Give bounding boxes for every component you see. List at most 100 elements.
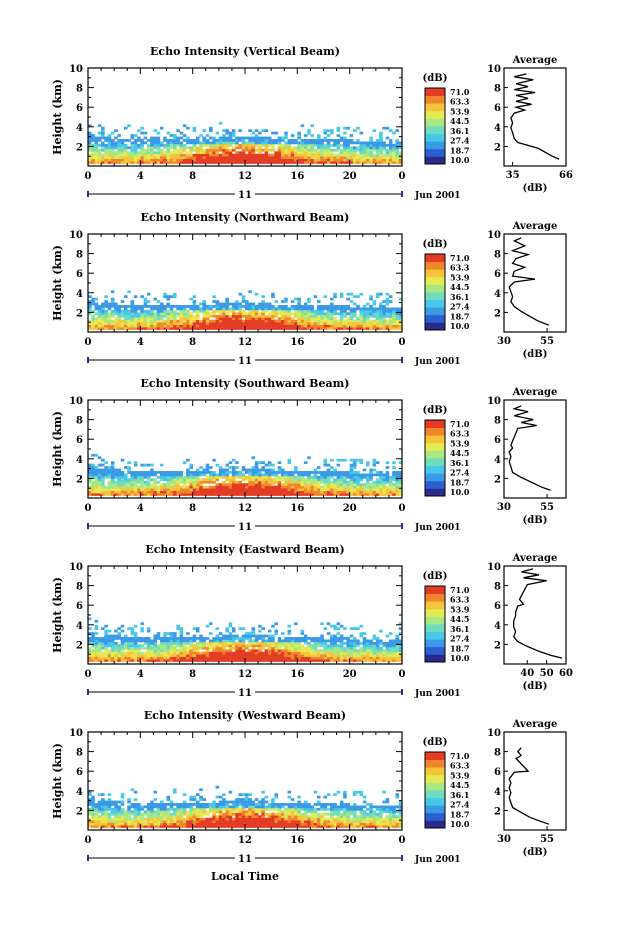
heatmap-cell bbox=[130, 639, 135, 643]
heatmap-cell bbox=[326, 651, 331, 655]
heatmap-cell bbox=[369, 139, 373, 142]
heatmap-cell bbox=[110, 466, 115, 469]
heatmap-cell bbox=[287, 309, 292, 313]
heatmap-cell bbox=[189, 319, 193, 323]
heatmap-cell bbox=[254, 475, 259, 479]
heatmap-cell bbox=[163, 634, 167, 638]
heatmap-cell bbox=[297, 300, 301, 303]
heatmap-cell bbox=[225, 659, 229, 662]
heatmap-cell bbox=[343, 143, 347, 147]
heatmap-cell bbox=[379, 488, 383, 491]
heatmap-cell bbox=[156, 314, 161, 318]
heatmap-cell bbox=[294, 324, 298, 328]
heatmap-cell bbox=[117, 317, 122, 321]
heatmap-cell bbox=[333, 158, 337, 162]
heatmap-cell bbox=[117, 488, 122, 491]
heatmap-cell bbox=[120, 319, 125, 323]
heatmap-cell bbox=[267, 317, 272, 321]
heatmap-cell bbox=[202, 817, 207, 821]
heatmap-cell bbox=[336, 156, 341, 159]
heatmap-cell bbox=[310, 493, 314, 496]
heatmap-cell bbox=[284, 646, 288, 650]
heatmap-cell bbox=[287, 641, 292, 645]
heatmap-cell bbox=[284, 141, 288, 145]
heatmap-cell bbox=[130, 644, 135, 648]
heatmap-cell bbox=[179, 475, 184, 479]
heatmap-cell bbox=[346, 656, 350, 660]
heatmap-cell bbox=[398, 319, 403, 323]
heatmap-cell bbox=[238, 637, 243, 640]
heatmap-cell bbox=[294, 151, 298, 155]
heatmap-cell bbox=[385, 493, 390, 496]
heatmap-cell bbox=[369, 473, 373, 477]
heatmap-cell bbox=[294, 641, 298, 645]
heatmap-cell bbox=[120, 654, 125, 657]
heatmap-cell bbox=[137, 305, 141, 308]
heatmap-cell bbox=[228, 148, 233, 152]
colorbar-swatch bbox=[425, 261, 445, 270]
heatmap-cell bbox=[290, 134, 295, 137]
heatmap-cell bbox=[271, 468, 275, 472]
heatmap-cell bbox=[258, 656, 262, 660]
heatmap-cell bbox=[231, 307, 236, 311]
heatmap-cell bbox=[153, 810, 157, 814]
day-label-bg bbox=[235, 686, 255, 698]
heatmap-cell bbox=[94, 151, 99, 155]
heatmap-cell bbox=[375, 292, 380, 296]
colorbar-frame bbox=[424, 585, 446, 663]
heatmap-cell bbox=[267, 305, 272, 308]
heatmap-cell bbox=[97, 805, 102, 809]
heatmap-cell bbox=[356, 307, 360, 311]
heatmap-cell bbox=[369, 490, 373, 494]
heatmap-cell bbox=[333, 649, 337, 653]
heatmap-cell bbox=[91, 480, 95, 484]
heatmap-cell bbox=[316, 485, 321, 489]
heatmap-cell bbox=[189, 322, 193, 325]
heatmap-cell bbox=[169, 656, 174, 660]
heatmap-cell bbox=[241, 139, 246, 142]
heatmap-cell bbox=[146, 815, 151, 819]
heatmap-cell bbox=[271, 478, 275, 482]
heatmap-cell bbox=[323, 295, 328, 298]
heatmap-cell bbox=[117, 139, 122, 142]
heatmap-cell bbox=[310, 158, 314, 162]
heatmap-cell bbox=[349, 322, 354, 325]
heatmap-cell bbox=[271, 641, 275, 645]
heatmap-cell bbox=[176, 815, 180, 819]
heatmap-cell bbox=[245, 651, 249, 655]
colorbar-swatch bbox=[425, 654, 445, 663]
heatmap-cell bbox=[186, 810, 190, 814]
heatmap-cell bbox=[192, 126, 197, 130]
y-tick-label: 8 bbox=[76, 582, 83, 593]
heatmap-cell bbox=[212, 473, 216, 477]
heatmap-cell bbox=[143, 158, 148, 162]
heatmap-cell bbox=[274, 475, 279, 479]
heatmap-cell bbox=[159, 807, 164, 811]
heatmap-cell bbox=[372, 473, 377, 477]
heatmap-cell bbox=[346, 322, 350, 325]
heatmap-cell bbox=[307, 143, 311, 147]
month-label: Jun 2001 bbox=[414, 357, 461, 367]
heatmap-cell bbox=[264, 463, 269, 467]
heatmap-cell bbox=[261, 478, 265, 482]
heatmap-cell bbox=[248, 143, 252, 147]
heatmap-cell bbox=[248, 654, 252, 657]
heatmap-cell bbox=[104, 317, 108, 321]
heatmap-cell bbox=[356, 148, 360, 152]
heatmap-cell bbox=[205, 822, 210, 826]
heatmap-cell bbox=[150, 656, 154, 660]
heatmap-cell bbox=[352, 309, 357, 313]
heatmap-cell bbox=[320, 158, 324, 162]
heatmap-cell bbox=[310, 646, 314, 650]
heatmap-cell bbox=[388, 478, 393, 482]
heatmap-cell bbox=[320, 637, 324, 640]
heatmap-cell bbox=[97, 124, 102, 128]
heatmap-cell bbox=[231, 148, 236, 152]
heatmap-cell bbox=[209, 493, 213, 496]
heatmap-cell bbox=[366, 473, 370, 477]
heatmap-cell bbox=[392, 478, 396, 482]
heatmap-cell bbox=[238, 129, 243, 132]
heatmap-cell bbox=[372, 158, 377, 162]
heatmap-cell bbox=[254, 312, 259, 316]
heatmap-cell bbox=[388, 490, 393, 494]
